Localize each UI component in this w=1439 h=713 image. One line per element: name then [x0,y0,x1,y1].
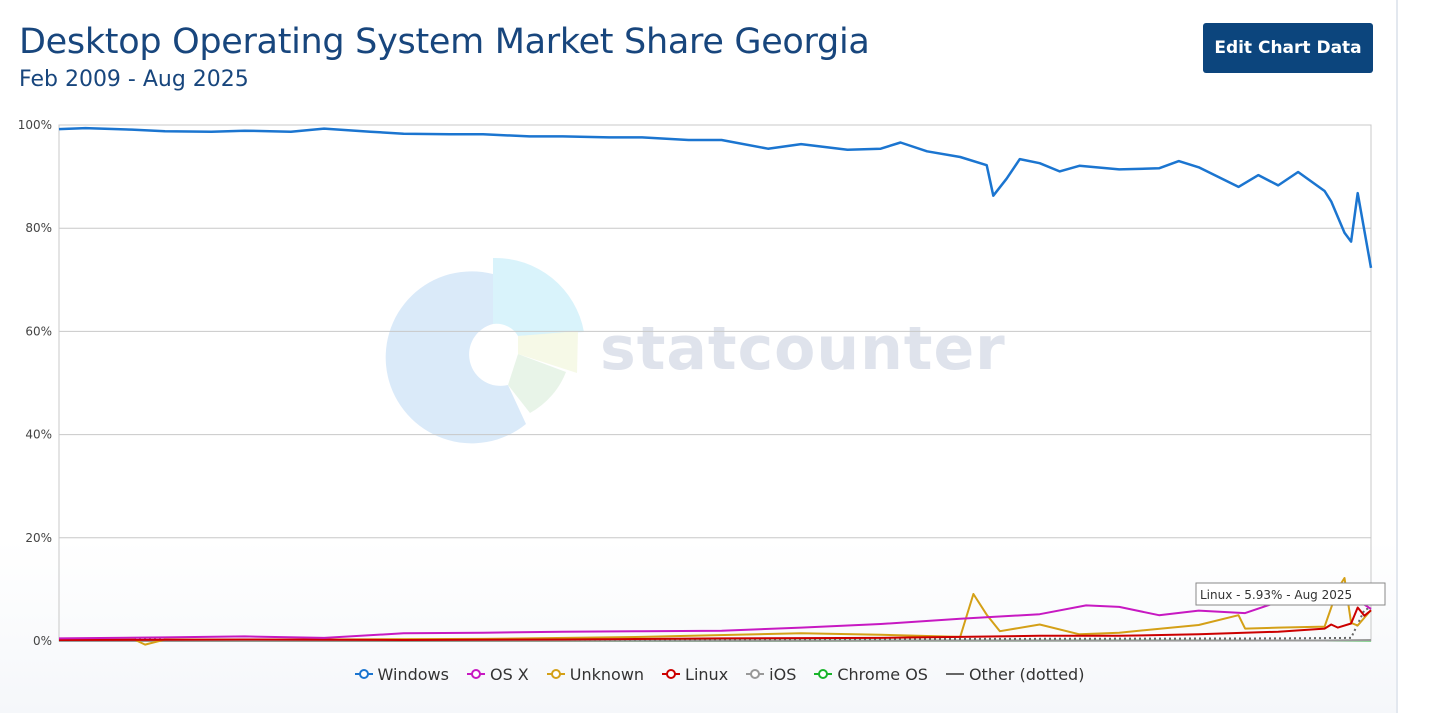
edit-chart-data-button[interactable]: Edit Chart Data [1203,23,1373,73]
legend-circle-marker-icon [662,669,681,679]
y-tick-label: 100% [18,118,52,132]
series-line-linux [58,606,1372,641]
legend-item-linux[interactable]: Linux [662,665,728,684]
watermark-text: statcounter [600,314,1006,384]
legend-label: Linux [685,664,729,684]
series-line-windows [58,126,1373,269]
y-tick-label: 60% [25,324,52,338]
line-chart: statcounter 0% 20% 40% 60% 80% 100% Linux - 5… [18,118,1386,648]
legend-circle-marker-icon [354,669,373,679]
legend-item-os-x[interactable]: OS X [466,664,529,684]
date-range-subtitle: Feb 2009 - Aug 2025 [19,67,249,92]
chart-tooltip: Linux - 5.93% - Aug 2025 [1195,582,1386,606]
page-right-divider [1396,0,1398,713]
legend-item-windows[interactable]: Windows [354,664,449,684]
y-tick-label: 20% [25,531,52,545]
y-tick-label: 0% [33,634,52,648]
watermark-logo-segment-top [493,257,584,336]
watermark-logo-segment-right [518,331,578,373]
legend-circle-marker-icon [546,669,565,679]
legend-item-chrome-os[interactable]: Chrome OS [814,665,928,684]
y-axis-tick-labels: 0% 20% 40% 60% 80% 100% [18,118,52,648]
legend-circle-marker-icon [814,669,833,679]
watermark-logo-segment-main [385,271,526,444]
chart-legend: Windows OS X Unknown Linux iOS Chrome OS Other… [0,662,1439,686]
legend-label: Other (dotted) [968,664,1085,684]
legend-item-unknown[interactable]: Unknown [546,664,645,684]
legend-line-marker-icon [945,673,964,675]
tooltip-text: Linux - 5.93% - Aug 2025 [1200,588,1352,602]
legend-label: OS X [489,664,529,684]
legend-label: Unknown [569,664,645,684]
chart-background-fade [0,540,1396,713]
legend-circle-marker-icon [746,669,765,679]
chart-series [58,126,1373,646]
series-line-ios [58,639,1372,642]
legend-label: iOS [769,664,797,684]
legend-item-ios[interactable]: iOS [746,665,796,684]
series-line-os-x [58,597,1372,640]
statcounter-watermark: statcounter [385,257,1006,444]
legend-item-other-dotted[interactable]: Other (dotted) [945,664,1085,684]
page-title: Desktop Operating System Market Share Ge… [19,22,870,62]
watermark-logo-segment-bottom [508,354,566,413]
y-tick-label: 40% [25,428,52,442]
legend-label: Chrome OS [837,664,928,684]
y-tick-label: 80% [25,221,52,235]
legend-label: Windows [377,664,449,684]
legend-circle-marker-icon [466,669,485,679]
tooltip-box [1195,582,1386,606]
